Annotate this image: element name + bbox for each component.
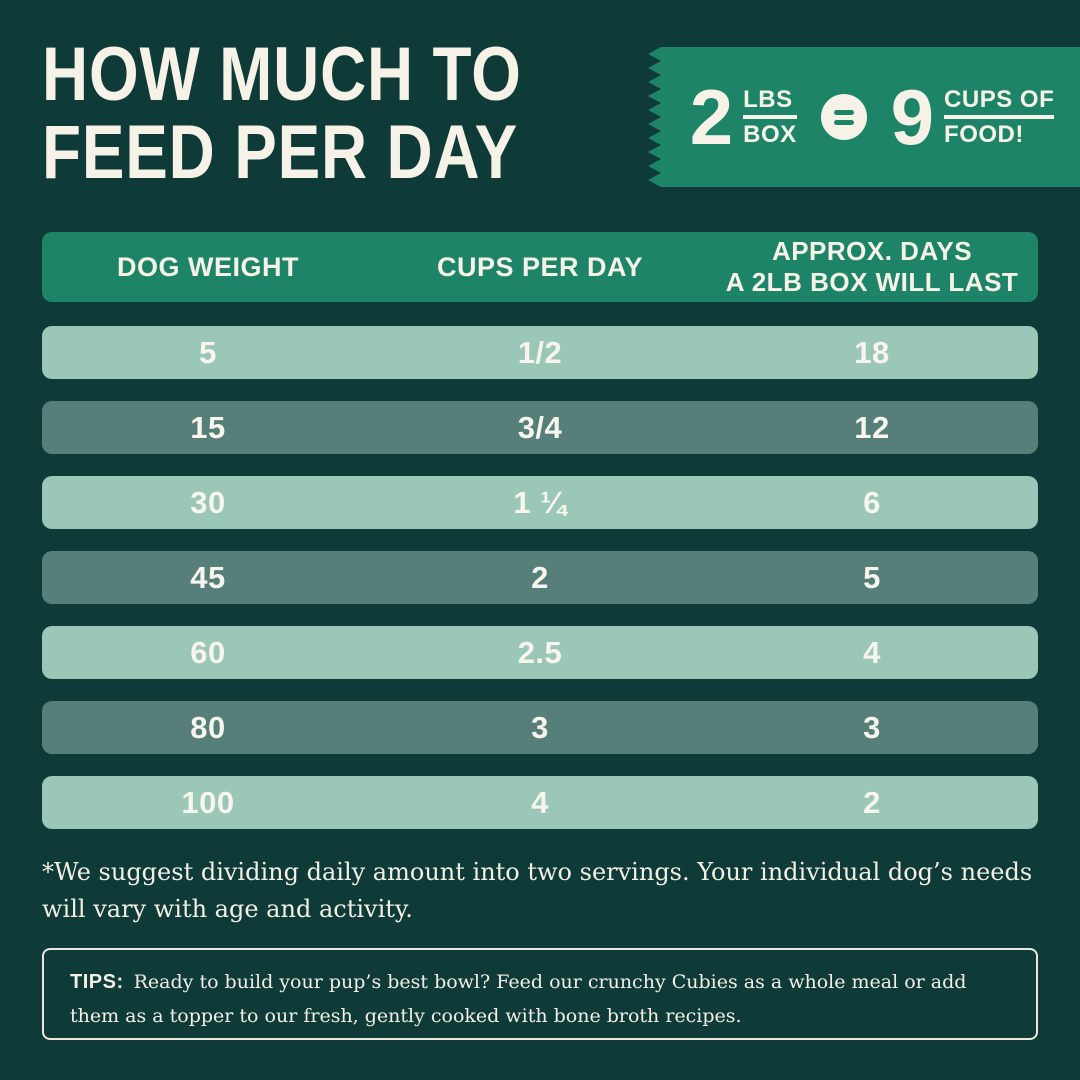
ribbon-box-group: 2 LBS BOX (689, 72, 797, 161)
cell-dog-weight: 100 (181, 784, 235, 820)
cups-count-number: 9 (890, 72, 935, 161)
box-unit-bottom: BOX (743, 120, 797, 148)
table-row: 100 4 2 (42, 776, 1038, 829)
cell-days-per-box: 3 (863, 709, 881, 745)
cell-dog-weight: 15 (190, 409, 226, 445)
table-row: 30 1 ¼ 6 (42, 476, 1038, 529)
footnote-text: *We suggest dividing daily amount into t… (42, 858, 1033, 923)
table-row: 45 2 5 (42, 551, 1038, 604)
table-row: 80 3 3 (42, 701, 1038, 754)
page-title: HOW MUCH TO FEED PER DAY (42, 36, 613, 192)
table-body: 5 1/2 18 15 3/4 12 30 1 ¼ 6 45 2 5 60 2.… (42, 326, 1038, 829)
column-header-days-line2: A 2LB BOX WILL LAST (725, 267, 1019, 297)
table-header-row: DOG WEIGHT CUPS PER DAY APPROX. DAYS A 2… (42, 232, 1038, 302)
column-header-dog-weight: DOG WEIGHT (117, 251, 299, 282)
ribbon-cups-group: 9 CUPS OF FOOD! (890, 72, 1055, 161)
cell-dog-weight: 5 (199, 334, 217, 370)
equivalence-ribbon: 2 LBS BOX 9 CUPS OF FOOD! (648, 47, 1080, 187)
cups-unit-top: CUPS OF (944, 86, 1055, 119)
column-header-days-per-box: APPROX. DAYS A 2LB BOX WILL LAST (706, 236, 1038, 298)
cell-days-per-box: 4 (863, 634, 881, 670)
page-title-line2: FEED PER DAY (42, 110, 519, 195)
cell-dog-weight: 45 (190, 559, 226, 595)
tips-box: TIPS: Ready to build your pup’s best bowl… (42, 948, 1038, 1040)
cell-cups-per-day: 2.5 (517, 634, 563, 670)
cell-days-per-box: 18 (854, 334, 890, 370)
cups-unit-bottom: FOOD! (944, 120, 1024, 148)
cell-dog-weight: 30 (190, 484, 226, 520)
cell-cups-per-day: 3/4 (517, 409, 563, 445)
box-unit-stack: LBS BOX (743, 86, 797, 148)
cell-days-per-box: 6 (863, 484, 881, 520)
table-row: 60 2.5 4 (42, 626, 1038, 679)
cell-dog-weight: 80 (190, 709, 226, 745)
cups-unit-stack: CUPS OF FOOD! (944, 86, 1055, 148)
box-unit-top: LBS (743, 86, 797, 119)
cell-days-per-box: 2 (863, 784, 881, 820)
equals-icon (820, 94, 867, 140)
column-header-days-line1: APPROX. DAYS (771, 236, 973, 266)
cell-cups-per-day: 1 ¼ (513, 484, 567, 520)
tips-body-text: Ready to build your pup’s best bowl? Fee… (70, 971, 967, 1027)
page-title-line1: HOW MUCH TO (42, 32, 522, 117)
box-count-number: 2 (689, 72, 734, 161)
cell-cups-per-day: 2 (531, 559, 549, 595)
tips-label: TIPS: (70, 971, 124, 993)
cell-cups-per-day: 4 (531, 784, 549, 820)
cell-days-per-box: 12 (854, 409, 890, 445)
column-header-cups-per-day: CUPS PER DAY (436, 251, 644, 282)
table-row: 15 3/4 12 (42, 401, 1038, 454)
table-row: 5 1/2 18 (42, 326, 1038, 379)
cell-cups-per-day: 3 (531, 709, 549, 745)
cell-cups-per-day: 1/2 (517, 334, 563, 370)
cell-days-per-box: 5 (863, 559, 881, 595)
cell-dog-weight: 60 (190, 634, 226, 670)
